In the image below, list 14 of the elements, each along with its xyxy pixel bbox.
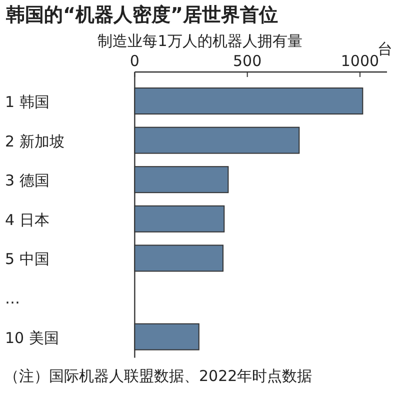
y-tick-label: … [5, 290, 20, 308]
chart-subtitle: 制造业每1万人的机器人拥有量 [98, 32, 302, 50]
y-tick-label: 3 德国 [5, 172, 50, 190]
y-tick-label: 2 新加坡 [5, 132, 64, 150]
y-tick-label: 5 中国 [5, 250, 50, 268]
y-tick-label: 10 美国 [5, 328, 59, 347]
x-tick-label: 0 [130, 52, 140, 70]
chart-title: 韩国的“机器人密度”居世界首位 [5, 4, 278, 26]
x-tick-label: 500 [233, 52, 262, 70]
x-axis-title: 台 [378, 40, 392, 58]
text: （注）国际机器人联盟数据、2022年时点数据 [4, 367, 312, 385]
y-tick-label: 4 日本 [5, 210, 50, 229]
x-tick-label: 1000 [340, 52, 380, 70]
y-tick-label: 1 韩国 [5, 93, 50, 111]
